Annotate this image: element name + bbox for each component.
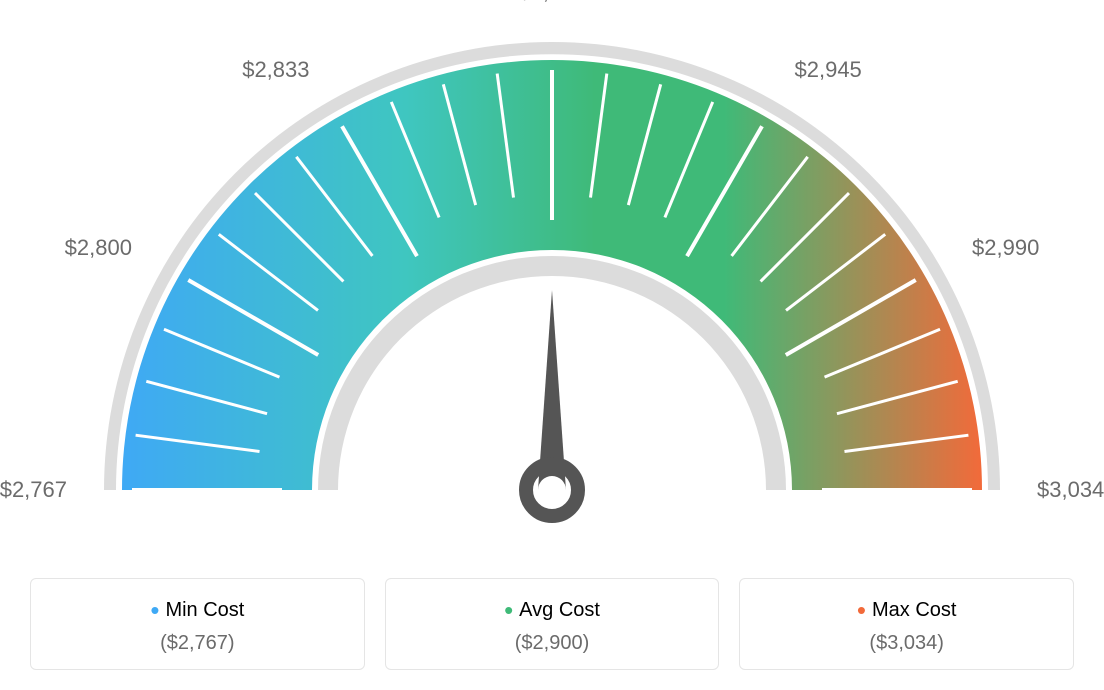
summary-cards-row: • Min Cost ($2,767) • Avg Cost ($2,900) • M… [30, 578, 1074, 670]
min-cost-dot: • [150, 595, 159, 625]
max-cost-value: ($3,034) [740, 632, 1073, 655]
max-cost-title-row: • Max Cost [740, 595, 1073, 626]
avg-cost-title-row: • Avg Cost [386, 595, 719, 626]
gauge-wrap: $2,767 $2,800 $2,833 $2,900 $2,945 $2,990 $3,0… [0, 0, 1104, 560]
min-cost-value: ($2,767) [31, 632, 364, 655]
max-cost-card: • Max Cost ($3,034) [739, 578, 1074, 670]
gauge-chart-container: $2,767 $2,800 $2,833 $2,900 $2,945 $2,990 $3,0… [0, 0, 1104, 690]
min-cost-card: • Min Cost ($2,767) [30, 578, 365, 670]
gauge-svg [0, 0, 1104, 560]
avg-cost-value: ($2,900) [386, 632, 719, 655]
min-cost-title: Min Cost [165, 599, 244, 621]
max-cost-title: Max Cost [872, 599, 956, 621]
max-cost-dot: • [857, 595, 866, 625]
avg-cost-title: Avg Cost [519, 599, 600, 621]
gauge-scale-label: $3,034 [1037, 477, 1104, 503]
min-cost-title-row: • Min Cost [31, 595, 364, 626]
gauge-scale-label: $2,990 [972, 235, 1039, 261]
gauge-scale-label: $2,800 [65, 235, 132, 261]
avg-cost-dot: • [504, 595, 513, 625]
gauge-needle-hub-inner [538, 476, 566, 504]
avg-cost-card: • Avg Cost ($2,900) [385, 578, 720, 670]
gauge-scale-label: $2,767 [0, 477, 67, 503]
gauge-scale-label: $2,833 [242, 57, 309, 83]
gauge-scale-label: $2,900 [518, 0, 585, 5]
gauge-scale-label: $2,945 [795, 57, 862, 83]
